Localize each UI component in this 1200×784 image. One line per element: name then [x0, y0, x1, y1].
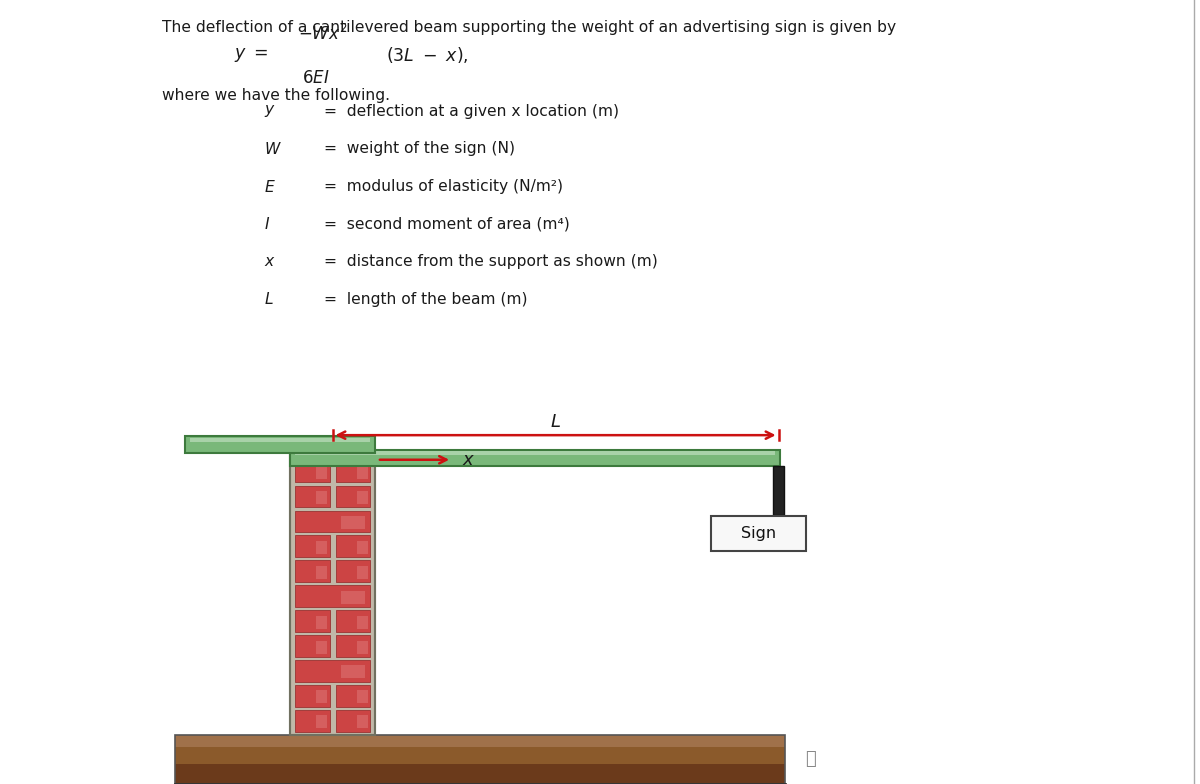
Bar	[175, 747, 785, 764]
Text: $-Wx^2$: $-Wx^2$	[298, 24, 347, 44]
Bar	[336, 610, 370, 632]
FancyBboxPatch shape	[710, 517, 806, 550]
Bar	[295, 586, 370, 607]
Bar	[356, 615, 368, 629]
Bar	[317, 691, 328, 703]
Bar	[290, 449, 374, 735]
Bar	[295, 461, 330, 482]
Bar	[175, 764, 785, 784]
Bar	[317, 566, 328, 579]
Bar	[295, 485, 330, 507]
Bar	[336, 461, 370, 482]
Text: Sign: Sign	[740, 526, 776, 541]
Bar	[356, 466, 368, 479]
Text: $W$: $W$	[264, 141, 282, 157]
Bar	[295, 561, 330, 582]
Text: $(3L\ -\ x),$: $(3L\ -\ x),$	[386, 45, 469, 65]
Bar	[290, 449, 780, 466]
Bar	[175, 735, 785, 784]
Bar	[295, 635, 330, 657]
Bar	[185, 437, 374, 453]
Bar	[773, 466, 784, 515]
Bar	[336, 710, 370, 731]
Bar	[295, 660, 370, 682]
Bar	[356, 541, 368, 554]
Bar	[317, 466, 328, 479]
Text: =  length of the beam (m): = length of the beam (m)	[324, 292, 528, 307]
Bar	[356, 715, 368, 728]
Bar	[295, 710, 330, 731]
Bar	[317, 641, 328, 654]
Text: $6EI$: $6EI$	[302, 69, 330, 87]
Text: =  second moment of area (m⁴): = second moment of area (m⁴)	[324, 216, 570, 232]
Bar	[317, 541, 328, 554]
Bar	[342, 453, 366, 456]
Text: =  modulus of elasticity (N/m²): = modulus of elasticity (N/m²)	[324, 179, 563, 194]
Bar	[317, 491, 328, 504]
Text: The deflection of a cantilevered beam supporting the weight of an advertising si: The deflection of a cantilevered beam su…	[162, 20, 896, 35]
Bar	[336, 561, 370, 582]
Bar	[356, 491, 368, 504]
Bar	[342, 590, 366, 604]
Bar	[295, 610, 330, 632]
Bar	[336, 535, 370, 557]
Bar	[317, 615, 328, 629]
Text: =  deflection at a given x location (m): = deflection at a given x location (m)	[324, 103, 619, 119]
Text: $E$: $E$	[264, 179, 276, 194]
Bar	[295, 535, 330, 557]
Text: =  weight of the sign (N): = weight of the sign (N)	[324, 141, 515, 157]
Bar	[356, 566, 368, 579]
Bar	[290, 449, 374, 735]
Text: =  distance from the support as shown (m): = distance from the support as shown (m)	[324, 254, 658, 270]
Bar	[295, 451, 775, 456]
Bar	[190, 437, 370, 442]
Bar	[295, 685, 330, 706]
Text: $L$: $L$	[550, 412, 560, 430]
Bar	[356, 691, 368, 703]
Bar	[336, 485, 370, 507]
Text: $x$: $x$	[264, 254, 276, 270]
Text: $I$: $I$	[264, 216, 270, 232]
Text: $x$: $x$	[462, 451, 475, 469]
Text: $y\ =$: $y\ =$	[234, 46, 269, 64]
Text: ⓘ: ⓘ	[805, 750, 815, 768]
Bar	[295, 452, 370, 457]
Bar	[336, 635, 370, 657]
Text: $L$: $L$	[264, 292, 274, 307]
Bar	[342, 516, 366, 529]
Bar	[336, 685, 370, 706]
Text: $y$: $y$	[264, 103, 276, 119]
Bar	[175, 735, 785, 747]
Bar	[356, 641, 368, 654]
Bar	[342, 666, 366, 678]
Bar	[295, 510, 370, 532]
Bar	[317, 715, 328, 728]
Text: where we have the following.: where we have the following.	[162, 88, 390, 103]
